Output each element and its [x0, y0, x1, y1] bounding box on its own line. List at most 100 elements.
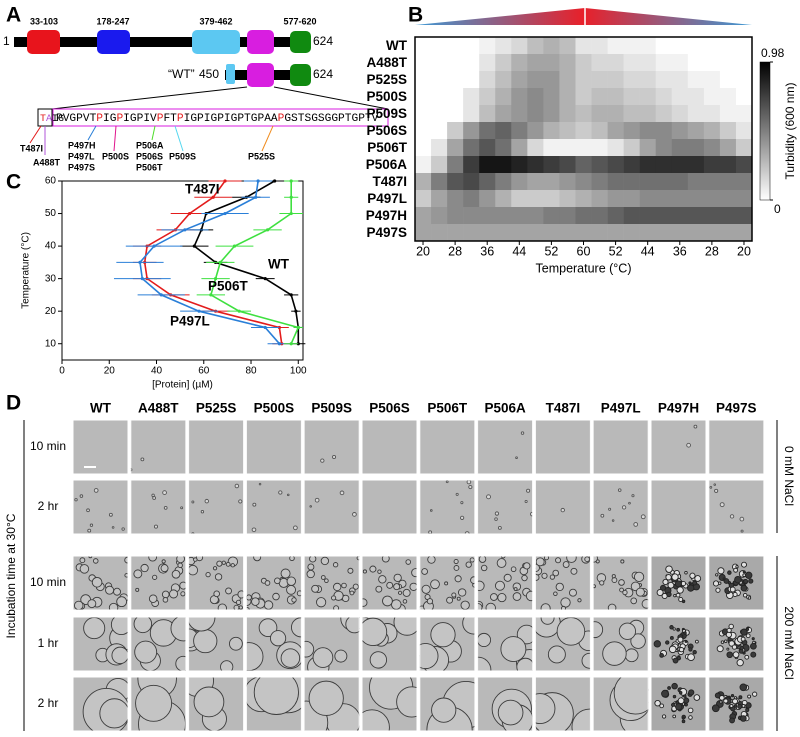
droplet [486, 494, 491, 500]
heat-cell [543, 37, 560, 55]
droplet [735, 565, 739, 569]
droplet [110, 617, 128, 636]
domain [290, 31, 311, 53]
panel-label: C [6, 171, 21, 194]
row-label: 2 hr [38, 499, 59, 513]
mutation-label: P506A [136, 140, 164, 150]
micrograph [651, 556, 706, 610]
series-label: WT [268, 257, 290, 272]
micrograph [304, 677, 360, 731]
heat-cell [623, 54, 640, 72]
droplet [661, 714, 667, 719]
heat-cell [543, 156, 560, 174]
sequence-piece: P [96, 113, 103, 125]
sequence-piece: P [278, 113, 285, 125]
heat-cell [719, 190, 737, 208]
heat-cell [511, 105, 528, 123]
heat-cell [607, 122, 624, 140]
mutation-label: P497S [68, 162, 95, 172]
x-tick-label: 36 [480, 244, 494, 258]
droplet [709, 485, 713, 489]
droplet [444, 581, 449, 586]
droplet [477, 580, 485, 591]
droplet [163, 506, 168, 510]
droplet [135, 684, 173, 722]
droplet [331, 595, 337, 601]
heat-cell [495, 122, 512, 140]
heat-cell [431, 224, 448, 242]
zoom-line [273, 86, 389, 110]
heat-cell [639, 37, 657, 55]
droplet [684, 639, 688, 643]
heat-cell [559, 122, 576, 140]
zoom-line [51, 86, 248, 110]
droplet [611, 574, 616, 579]
heat-cell [559, 207, 576, 225]
droplet [739, 645, 744, 651]
heat-cell [607, 224, 624, 242]
droplet [724, 639, 728, 643]
droplet [672, 657, 679, 664]
heat-cell [511, 37, 528, 55]
heat-cell [495, 173, 512, 191]
domain-label: 178-247 [96, 16, 129, 26]
droplet [547, 645, 566, 664]
droplet [393, 583, 401, 591]
micrograph-bg [593, 420, 649, 474]
domain-label: 33-103 [30, 16, 58, 26]
droplet [214, 573, 223, 581]
droplet [193, 557, 198, 562]
droplet [386, 581, 394, 589]
heat-cell [447, 207, 464, 225]
heat-cell [591, 105, 608, 123]
droplet [726, 651, 734, 659]
heat-cell [527, 88, 544, 106]
micrograph-bg [708, 420, 764, 474]
droplet [672, 627, 676, 631]
droplet [569, 588, 577, 597]
droplet [751, 637, 755, 641]
heat-cell [479, 71, 496, 89]
droplet [684, 571, 688, 575]
droplet [726, 647, 730, 651]
droplet [717, 567, 725, 575]
droplet [540, 617, 555, 625]
droplet [668, 645, 677, 654]
droplet [748, 578, 754, 584]
sequence-piece: P [157, 113, 164, 125]
heat-cell [415, 207, 432, 225]
droplet [555, 557, 562, 564]
heat-cell [463, 173, 480, 191]
droplet [680, 580, 687, 587]
droplet [111, 526, 115, 529]
droplet [714, 692, 721, 699]
droplet [719, 502, 725, 508]
droplet [235, 599, 242, 605]
droplet [180, 591, 186, 597]
heat-cell [495, 207, 512, 225]
droplet [135, 587, 140, 592]
droplet [124, 573, 128, 578]
heat-cell [655, 54, 673, 72]
droplet [745, 571, 753, 579]
droplet [320, 458, 325, 463]
micrograph [73, 420, 128, 474]
droplet [520, 431, 525, 435]
droplet [175, 655, 186, 671]
heat-cell [559, 71, 576, 89]
droplet [286, 584, 296, 595]
droplet [617, 488, 622, 492]
droplet [681, 719, 686, 724]
column-label: WT [90, 401, 112, 416]
micrograph-bg [477, 420, 533, 474]
droplet [213, 590, 221, 598]
droplet [729, 514, 735, 519]
droplet [176, 556, 185, 564]
droplet [152, 496, 157, 500]
droplet [562, 561, 570, 568]
micrograph [188, 556, 244, 610]
micrograph-bg [477, 480, 533, 534]
heat-cell [703, 122, 721, 140]
x-tick-label: 20 [104, 366, 116, 377]
y-tick-label: 50 [45, 208, 57, 219]
